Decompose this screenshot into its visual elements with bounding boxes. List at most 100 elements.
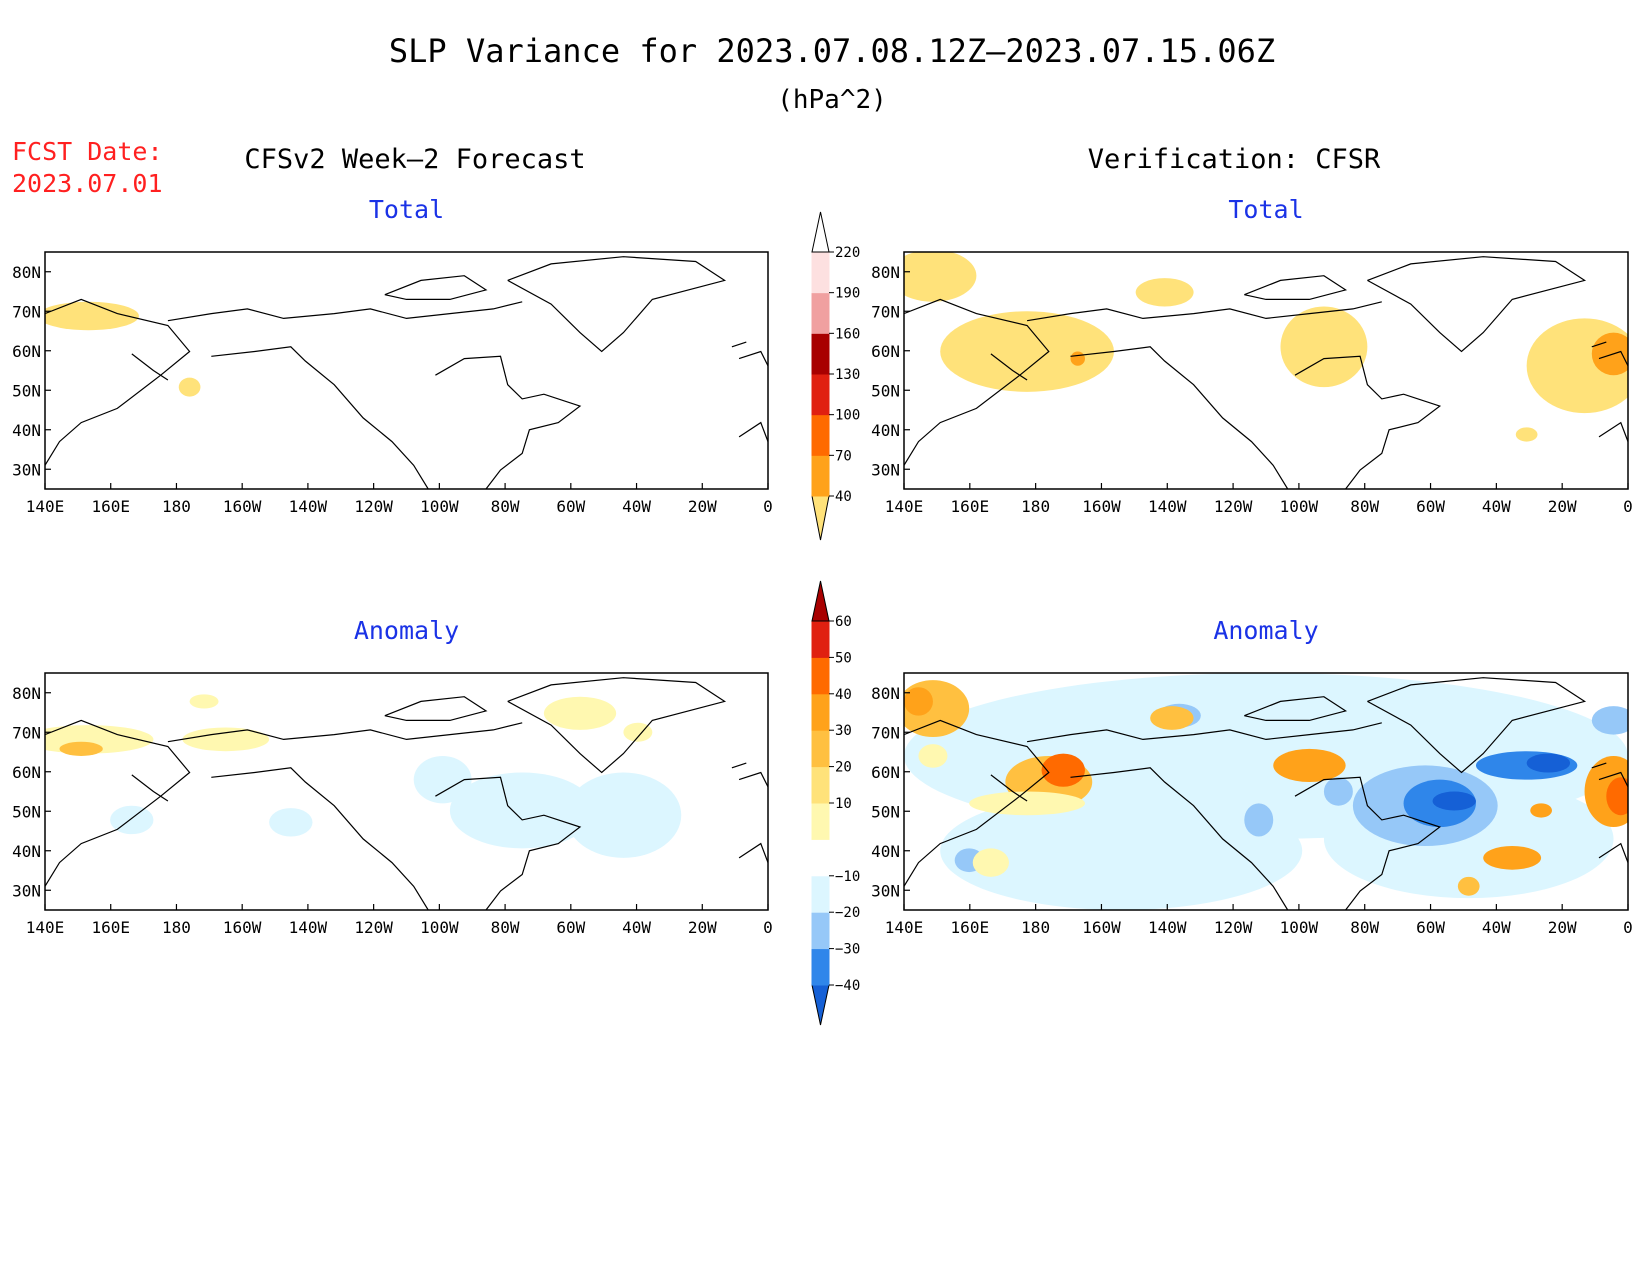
lon-label: 140W: [289, 497, 328, 516]
shaded-region: [1070, 351, 1085, 366]
colorbar-lower-triangle: [811, 495, 830, 541]
lon-label: 80W: [1350, 497, 1379, 516]
shaded-region: [1432, 791, 1476, 811]
colorbar-label: −40: [835, 978, 860, 994]
colorbar-segment: [811, 729, 830, 768]
shaded-region: [972, 848, 1009, 877]
lon-label: 40W: [1482, 918, 1511, 937]
lat-label: 80N: [871, 263, 900, 282]
colorbar-segment: [811, 292, 830, 334]
lon-label: 180: [162, 918, 191, 937]
lon-label: 40W: [622, 918, 651, 937]
map-frame: [44, 672, 769, 911]
coastline: [1027, 722, 1382, 743]
figure-title: SLP Variance for 2023.07.08.12Z–2023.07.…: [389, 32, 1275, 70]
lon-label: 0: [763, 918, 773, 937]
shaded-region: [1389, 710, 1433, 730]
colorbar-segment: [811, 911, 830, 950]
panel-title: Anomaly: [1213, 616, 1318, 645]
coastline: [904, 719, 1050, 887]
colorbar-label: 50: [835, 650, 852, 666]
coastline: [167, 301, 523, 322]
shaded-region: [1483, 846, 1542, 870]
coastline: [990, 774, 1028, 802]
shaded-region: [449, 772, 595, 849]
lon-label: 120W: [1214, 918, 1253, 937]
lon-label: 160E: [951, 497, 990, 516]
map-frame: [903, 672, 1629, 911]
lat-label: 70N: [12, 302, 41, 321]
colorbar-segment: [811, 693, 830, 731]
shaded-region: [1280, 306, 1368, 388]
lon-label: 60W: [1416, 497, 1445, 516]
shaded-region: [543, 696, 617, 730]
lat-label: 30N: [12, 881, 41, 900]
coastline: [1244, 275, 1348, 300]
lon-label: 60W: [556, 918, 585, 937]
lat-label: 70N: [12, 723, 41, 742]
coastline: [1591, 762, 1607, 769]
lat-label: 60N: [871, 342, 900, 361]
coastline: [1598, 350, 1628, 367]
verification-anomaly-panel: Anomaly 140E 160E 180 160W 140W 120W 100W 80W 60W…: [871, 616, 1633, 937]
lon-label: 80W: [491, 918, 520, 937]
lat-label: 60N: [871, 763, 900, 782]
lon-label: 160E: [91, 497, 130, 516]
colorbar-segment: [811, 802, 830, 840]
lon-label: 20W: [688, 918, 717, 937]
coastline: [1294, 776, 1442, 910]
coastline: [435, 355, 582, 489]
colorbar-segment: [811, 373, 830, 416]
coastline: [1598, 842, 1628, 863]
anomaly-colorbar: −40 −30 −20 −10 10 20 30 40 50 60: [811, 580, 860, 1026]
coastline: [507, 256, 727, 353]
lon-label: 160W: [223, 497, 262, 516]
colorbar-upper-triangle: [811, 580, 830, 622]
coastline: [738, 842, 768, 863]
shaded-region: [1273, 748, 1346, 783]
coastline: [738, 350, 768, 367]
coastline: [1598, 421, 1628, 442]
shaded-region: [904, 252, 977, 302]
lon-label: 40W: [622, 497, 651, 516]
shaded-region: [1530, 803, 1552, 818]
lon-label: 140E: [26, 497, 65, 516]
lat-label: 70N: [871, 302, 900, 321]
lat-label: 40N: [871, 842, 900, 861]
coastline: [211, 767, 429, 910]
shaded-region: [1515, 427, 1538, 442]
shaded-region: [918, 744, 948, 768]
lon-label: 140E: [885, 918, 924, 937]
lon-label: 120W: [1214, 497, 1253, 516]
colorbar-label: 160: [835, 326, 860, 342]
lat-label: 30N: [871, 460, 900, 479]
colorbar-segment: [811, 656, 830, 695]
colorbar-label: 220: [835, 245, 860, 261]
panel-title: Total: [1228, 195, 1303, 224]
colorbar-label: −10: [835, 869, 860, 885]
colorbar-label: 60: [835, 614, 852, 630]
colorbar-label: −20: [835, 905, 860, 921]
lat-label: 40N: [12, 421, 41, 440]
colorbar-lower-triangle: [811, 984, 830, 1026]
lon-label: 120W: [354, 918, 393, 937]
colorbar-label: 100: [835, 408, 860, 424]
coastline: [1294, 355, 1442, 489]
lon-label: 140E: [26, 918, 65, 937]
lon-label: 100W: [420, 918, 459, 937]
colorbar-label: −30: [835, 942, 860, 958]
shading-layer: [45, 677, 768, 910]
colorbar-label: 70: [835, 448, 852, 464]
coastline: [384, 275, 488, 300]
coastline: [904, 298, 1050, 466]
lon-label: 140W: [1148, 918, 1187, 937]
lat-label: 50N: [871, 381, 900, 400]
shaded-region: [1591, 706, 1628, 735]
lon-label: 140E: [885, 497, 924, 516]
colorbar-label: 190: [835, 286, 860, 302]
lon-label: 160E: [951, 918, 990, 937]
shaded-region: [940, 791, 1303, 910]
colorbar-segment: [811, 948, 830, 986]
shading-layer: [904, 252, 1628, 489]
figure-units: (hPa^2): [777, 85, 887, 115]
